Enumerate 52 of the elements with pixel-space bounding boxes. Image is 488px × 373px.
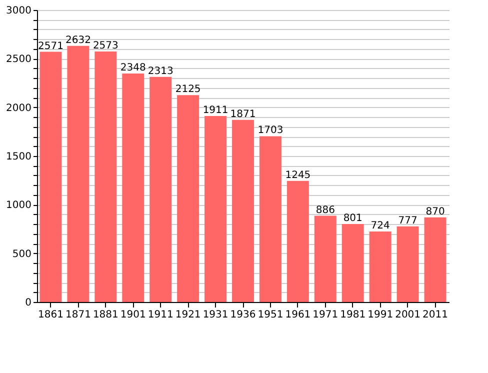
bar <box>177 95 200 302</box>
x-tick-label: 1881 <box>92 310 118 320</box>
x-tick-label: 1901 <box>120 310 146 320</box>
bar <box>286 180 309 302</box>
data-label: 801 <box>343 213 362 224</box>
data-label: 1703 <box>258 125 284 136</box>
x-tick-label: 2011 <box>422 310 448 320</box>
x-tick-label: 1911 <box>148 310 174 320</box>
data-label: 1911 <box>202 104 228 116</box>
x-tick-label: 1871 <box>65 310 91 320</box>
data-label: 1245 <box>285 170 311 181</box>
data-label: 2348 <box>120 62 146 74</box>
y-tick-label: 0 <box>25 298 32 308</box>
bar <box>94 52 117 302</box>
x-tick-label: 1861 <box>38 310 64 320</box>
data-label: 2632 <box>65 34 91 46</box>
bar <box>259 136 282 302</box>
bar <box>314 216 336 302</box>
data-label: 886 <box>316 204 335 216</box>
data-label: 2125 <box>175 84 201 96</box>
data-label: 870 <box>426 206 445 218</box>
x-tick-label: 1921 <box>175 310 201 320</box>
y-tick-label: 3000 <box>6 6 32 16</box>
y-tick-label: 500 <box>12 248 32 260</box>
y-tick-label: 2500 <box>6 54 32 66</box>
y-tick-label: 1000 <box>6 200 32 212</box>
x-tick-label: 1981 <box>340 310 366 320</box>
data-label: 1871 <box>230 108 256 120</box>
data-label: 777 <box>398 215 418 226</box>
data-label: 724 <box>370 220 390 232</box>
bar <box>40 52 62 302</box>
x-tick-label: 1931 <box>202 310 228 320</box>
bar <box>232 120 254 302</box>
data-label: 2573 <box>92 40 118 52</box>
bar <box>369 232 392 302</box>
bar <box>424 217 446 302</box>
data-label: 2571 <box>38 40 64 52</box>
x-tick-label: 1971 <box>312 310 338 320</box>
x-tick-label: 1951 <box>258 310 284 320</box>
x-tick-label: 1936 <box>230 310 256 320</box>
x-tick-label: 1961 <box>285 310 311 320</box>
bar <box>150 76 172 302</box>
x-tick-label: 2001 <box>395 310 421 320</box>
y-tick-label: 1500 <box>6 152 32 162</box>
x-tick-label: 1991 <box>368 310 394 320</box>
bar <box>204 116 227 302</box>
bar <box>342 224 364 302</box>
bar <box>396 226 419 302</box>
bar <box>67 46 90 302</box>
data-label: 2313 <box>148 66 174 77</box>
bar <box>122 73 144 302</box>
y-tick-label: 2000 <box>6 102 32 114</box>
